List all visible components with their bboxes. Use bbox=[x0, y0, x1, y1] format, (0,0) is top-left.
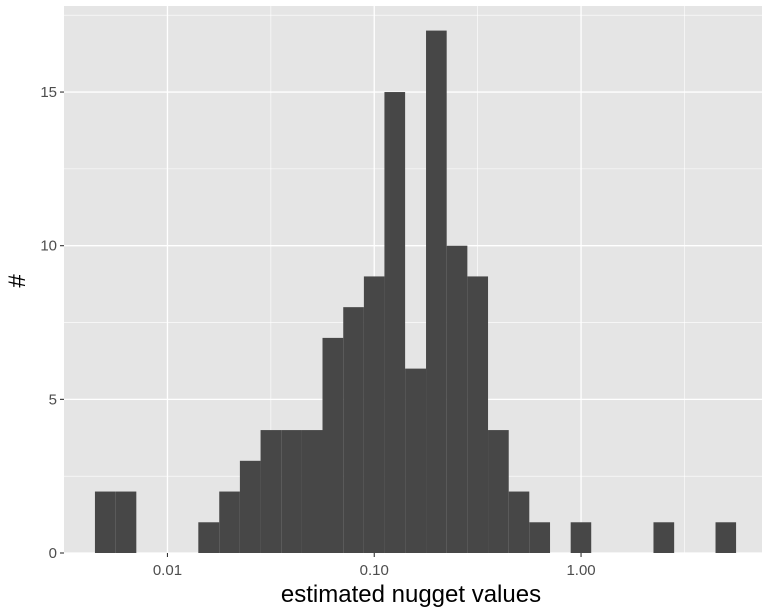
histogram-bars bbox=[94, 30, 737, 553]
histogram-bar bbox=[405, 368, 427, 553]
y-tick-label: 5 bbox=[49, 391, 57, 408]
histogram-bar bbox=[384, 92, 406, 553]
histogram-bar bbox=[198, 522, 220, 553]
histogram-bar bbox=[94, 491, 116, 553]
x-axis-title: estimated nugget values bbox=[281, 581, 541, 608]
histogram-bar bbox=[426, 30, 447, 553]
histogram-bar bbox=[260, 430, 282, 553]
histogram-bar bbox=[239, 460, 261, 553]
histogram-bar bbox=[715, 522, 737, 553]
histogram-bar bbox=[467, 276, 489, 553]
histogram-bar bbox=[219, 491, 240, 553]
major-gridlines bbox=[64, 6, 762, 554]
y-tick-label: 0 bbox=[49, 545, 57, 562]
y-tick-label: 10 bbox=[40, 238, 57, 255]
histogram-bar bbox=[363, 276, 385, 553]
x-axis-ticks: 0.01 0.10 1.00 bbox=[153, 553, 596, 579]
x-tick-label: 0.01 bbox=[153, 562, 182, 579]
x-tick-label: 1.00 bbox=[566, 562, 595, 579]
histogram-bar bbox=[281, 430, 302, 553]
histogram-bar bbox=[322, 337, 344, 553]
histogram-bar bbox=[570, 522, 592, 553]
histogram-bar bbox=[529, 522, 551, 553]
histogram-bar bbox=[488, 430, 509, 553]
y-axis-title: # bbox=[4, 274, 31, 288]
histogram-bar bbox=[446, 245, 468, 553]
x-tick-label: 0.10 bbox=[360, 562, 389, 579]
histogram-bar bbox=[115, 491, 137, 553]
histogram-bar bbox=[508, 491, 530, 553]
histogram-bar bbox=[301, 430, 323, 553]
histogram-bar bbox=[343, 307, 364, 553]
histogram-bar bbox=[653, 522, 675, 553]
y-axis-ticks: 0 5 10 15 bbox=[40, 84, 64, 562]
y-tick-label: 15 bbox=[40, 84, 57, 101]
